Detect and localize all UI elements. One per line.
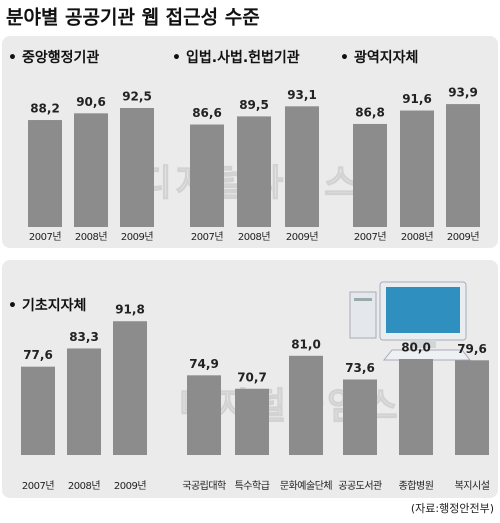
- category-label: 2007년: [29, 231, 61, 243]
- source: (자료:행정안전부): [411, 502, 494, 515]
- value-label: 74,9: [189, 357, 219, 371]
- value-label: 73,6: [345, 361, 375, 375]
- category-label: 2008년: [401, 231, 433, 243]
- value-label: 90,6: [76, 95, 106, 109]
- bar: [21, 366, 55, 455]
- bar: [67, 348, 101, 455]
- value-label: 92,5: [122, 90, 152, 104]
- bar: [353, 123, 387, 227]
- value-label: 88,2: [30, 102, 60, 116]
- screen: [386, 287, 460, 333]
- value-label: 86,6: [192, 106, 222, 120]
- category-label: 2009년: [121, 231, 153, 243]
- bullet: •: [340, 50, 349, 66]
- bar: [113, 321, 147, 455]
- panel-title: 기초지자체: [22, 298, 86, 314]
- bar: [120, 108, 154, 227]
- category-label: 2008년: [238, 231, 270, 243]
- panel-title: 중앙행정기관: [22, 49, 99, 66]
- category-label: 특수학급: [235, 480, 270, 492]
- bullet: •: [8, 298, 17, 314]
- value-label: 83,3: [69, 330, 99, 344]
- category-label: 2009년: [447, 231, 479, 243]
- category-label: 2007년: [354, 231, 386, 243]
- main-title: 분야별 공공기관 웹 접근성 수준: [6, 7, 260, 29]
- bar: [190, 124, 224, 227]
- category-label: 2007년: [191, 231, 223, 243]
- value-label: 86,8: [355, 105, 385, 119]
- bullet-title: 광역지자체: [354, 49, 418, 66]
- value-label: 77,6: [23, 348, 53, 362]
- value-label: 80,0: [401, 341, 431, 355]
- value-label: 93,9: [448, 86, 478, 100]
- keyboard: [382, 349, 472, 361]
- category-label: 2008년: [75, 231, 107, 243]
- category-label: 국공립대학: [182, 479, 226, 492]
- bar: [446, 104, 480, 227]
- bar: [455, 360, 489, 455]
- bar: [28, 120, 62, 227]
- computer-icon: [349, 281, 472, 361]
- value-label: 89,5: [239, 98, 269, 112]
- category-label: 2009년: [114, 480, 146, 492]
- category-label: 2008년: [68, 480, 100, 492]
- category-label: 2007년: [22, 480, 54, 492]
- panel-title: 입법.사법.헌법기관: [186, 49, 300, 66]
- category-label: 복지시설: [455, 480, 490, 492]
- value-label: 70,7: [237, 370, 267, 384]
- bar: [400, 110, 434, 227]
- bar: [343, 379, 377, 455]
- value-label: 79,6: [457, 342, 487, 356]
- bar: [285, 106, 319, 227]
- category-label: 종합병원: [399, 480, 434, 492]
- bullet: •: [172, 50, 181, 66]
- value-label: 91,6: [402, 92, 432, 106]
- drive: [354, 298, 372, 301]
- category-label: 문화예술단체: [280, 480, 333, 492]
- category-label: 2009년: [286, 231, 318, 243]
- stand: [410, 340, 436, 348]
- bar: [237, 116, 271, 227]
- bullet: •: [8, 50, 17, 66]
- bar: [74, 113, 108, 227]
- category-label: 공공도서관: [338, 480, 382, 492]
- bar: [289, 355, 323, 455]
- bar: [187, 375, 221, 455]
- bar: [399, 359, 433, 455]
- value-label: 91,8: [115, 303, 145, 317]
- bar: [235, 388, 269, 455]
- value-label: 93,1: [287, 88, 317, 102]
- value-label: 81,0: [291, 337, 321, 351]
